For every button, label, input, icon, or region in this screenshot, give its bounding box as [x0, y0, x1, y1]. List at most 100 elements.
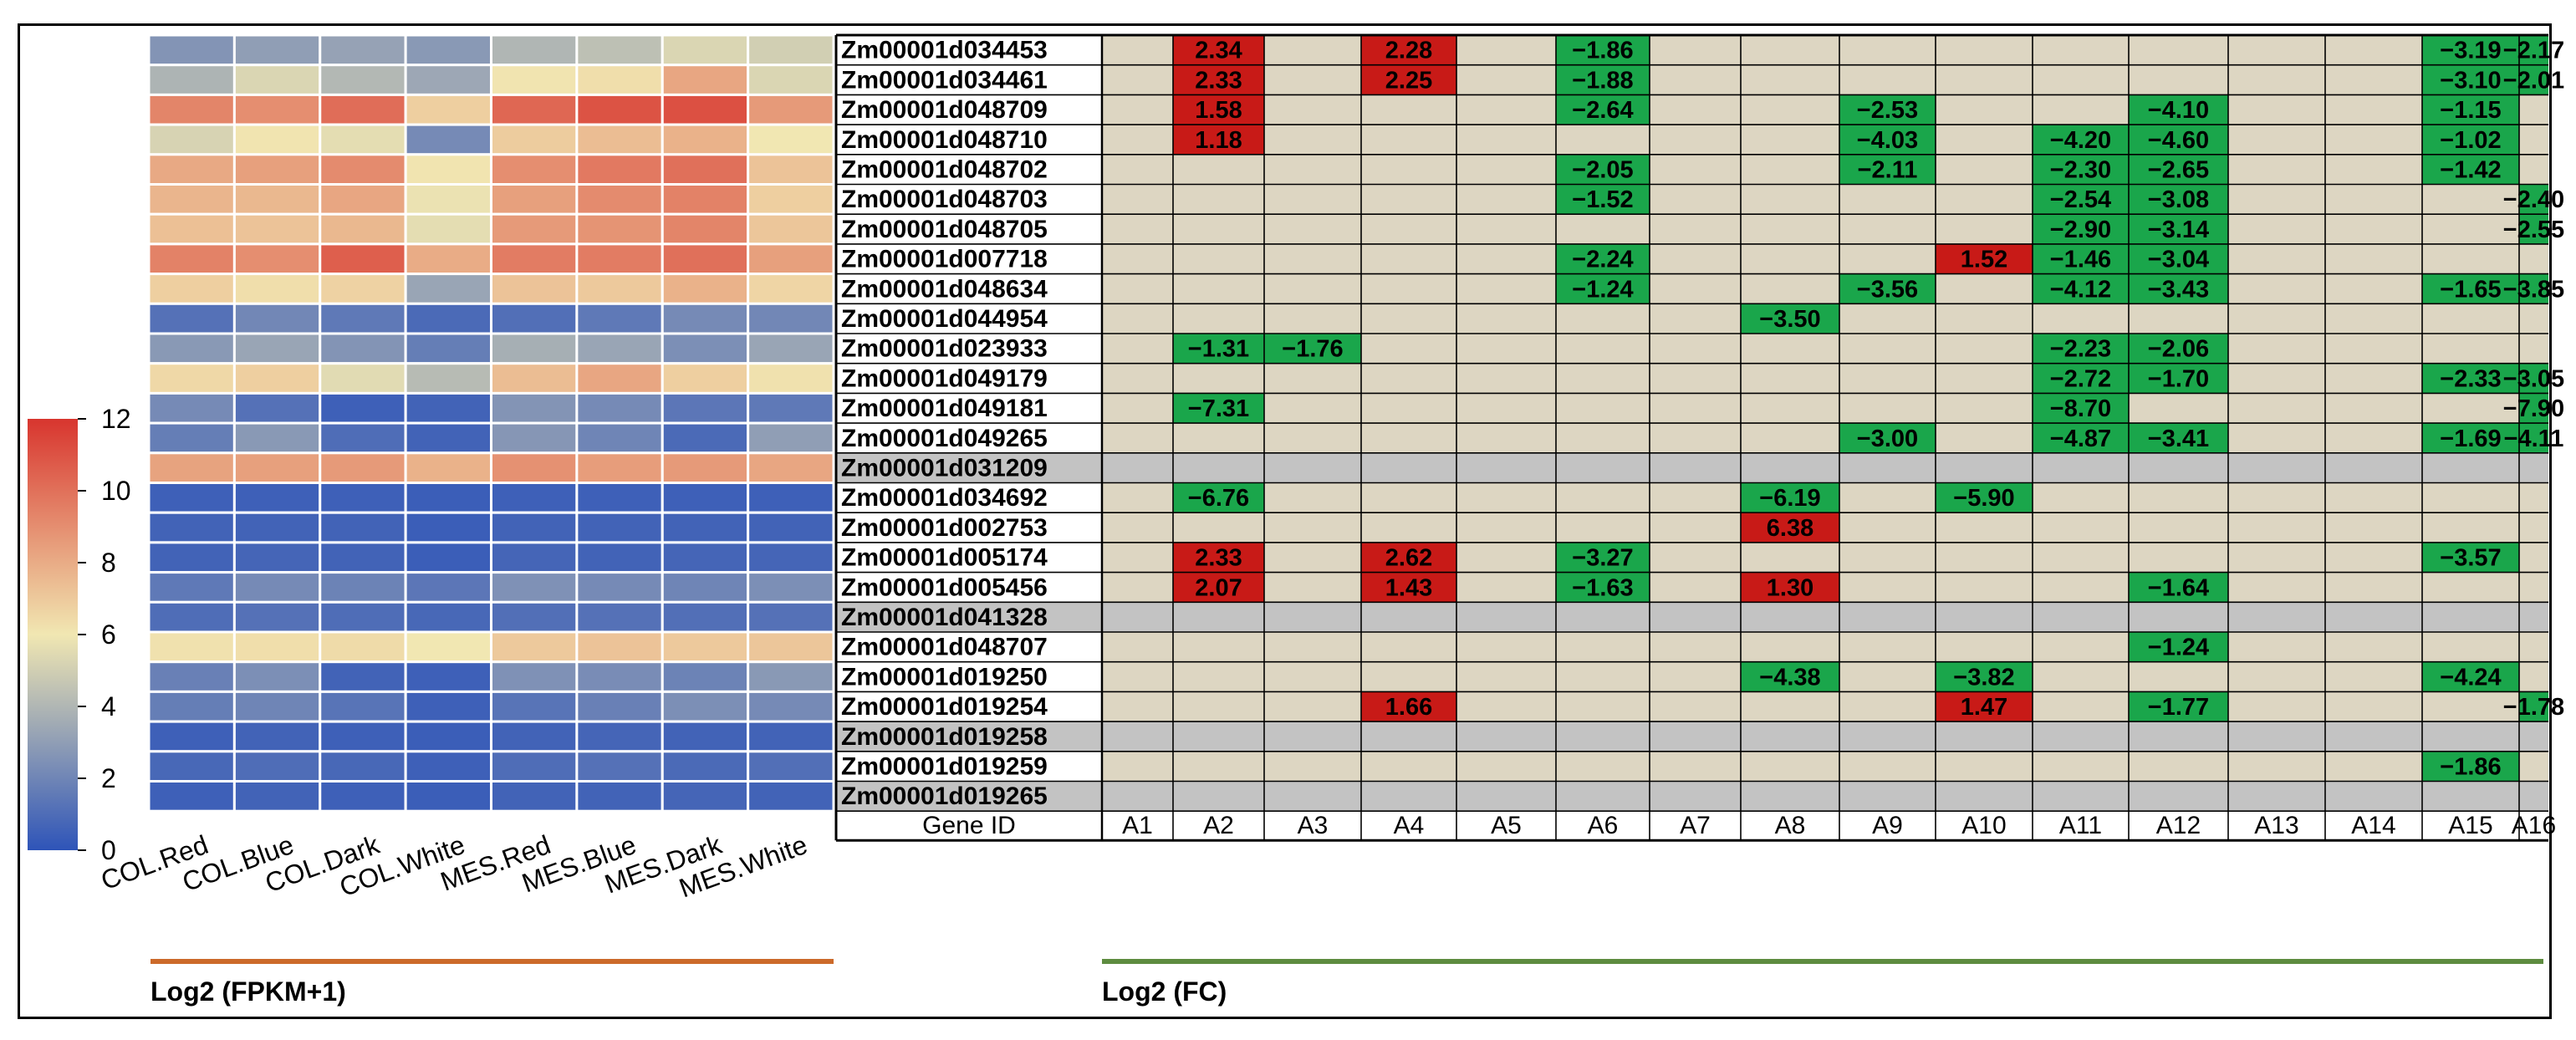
- fc-cell: [1361, 154, 1456, 185]
- fc-cell: [1456, 214, 1556, 244]
- fc-cell: [1839, 154, 1936, 185]
- heatmap-cell: [747, 212, 835, 246]
- fc-cell: [1741, 542, 1839, 573]
- fc-value: 1.52: [1961, 247, 2007, 273]
- fc-value: −3.43: [2148, 276, 2209, 303]
- heatmap-cell: [575, 780, 664, 813]
- fc-cell: [1741, 452, 1839, 483]
- fc-cell: [1741, 512, 1839, 543]
- fc-cell: [1741, 273, 1839, 304]
- heatmap-cell: [575, 64, 664, 96]
- fc-cell: [1102, 214, 1173, 244]
- table-header-row: [836, 811, 2548, 841]
- fc-cell: [2228, 64, 2325, 95]
- fc-cell: [1102, 512, 1173, 543]
- heatmap-cell: [490, 630, 579, 664]
- gene-id: Zm00001d049181: [841, 395, 1048, 422]
- heatmap-cell: [490, 93, 579, 126]
- fc-cell: [2519, 452, 2548, 483]
- fc-cell: [1173, 572, 1264, 603]
- fc-cell: [1102, 125, 1173, 155]
- fc-value: −7.90: [2503, 395, 2564, 422]
- fc-value: −3.50: [1759, 306, 1820, 333]
- heatmap-cell: [747, 64, 835, 96]
- fc-value: −2.01: [2503, 67, 2564, 94]
- fc-cell: [1556, 482, 1650, 513]
- heatmap-cell: [661, 720, 750, 753]
- fc-cell: [1741, 632, 1839, 662]
- heatmap-cell: [319, 362, 407, 395]
- fc-cell: [1556, 363, 1650, 394]
- fc-cell: [2519, 393, 2548, 424]
- fc-cell: [1102, 184, 1173, 215]
- heatmap-cell: [147, 421, 236, 455]
- fc-value: −2.30: [2050, 157, 2111, 184]
- fc-cell: [1650, 452, 1741, 483]
- fc-cell: [2033, 35, 2129, 65]
- fc-cell: [1361, 125, 1456, 155]
- gene-id: Zm00001d019250: [841, 663, 1048, 691]
- heatmap-cell: [147, 391, 236, 425]
- heatmap-cell: [319, 690, 407, 723]
- fc-cell: [1173, 452, 1264, 483]
- heatmap-cell: [575, 541, 664, 574]
- table-title: Log2 (FC): [1102, 976, 1227, 1007]
- heatmap-cell: [147, 451, 236, 484]
- heatmap-cell: [147, 600, 236, 634]
- fc-cell: [1556, 303, 1650, 334]
- fc-cell: [1741, 64, 1839, 95]
- fc-cell: [2325, 334, 2422, 364]
- heatmap-cell: [319, 571, 407, 604]
- fc-value: −2.33: [2440, 365, 2501, 392]
- heatmap-cell: [661, 153, 750, 186]
- heatmap-cell: [232, 33, 322, 67]
- fc-cell: [1556, 214, 1650, 244]
- fc-cell: [1456, 64, 1556, 95]
- fc-value: 2.33: [1195, 545, 1242, 572]
- heatmap-cell: [232, 511, 322, 544]
- fc-cell: [2422, 751, 2519, 782]
- heatmap-cell: [661, 302, 750, 335]
- heatmap-cell: [147, 660, 236, 693]
- fc-cell: [1102, 721, 1173, 752]
- heatmap-cell: [575, 212, 664, 246]
- fc-cell: [1741, 303, 1839, 334]
- heatmap-cell: [490, 720, 579, 753]
- fc-cell: [1173, 661, 1264, 692]
- fc-cell: [2519, 64, 2548, 95]
- fc-cell: [1102, 452, 1173, 483]
- fc-cell: [1936, 512, 2033, 543]
- fc-cell: [1839, 334, 1936, 364]
- gene-id: Zm00001d048634: [841, 275, 1048, 303]
- fc-cell: [2228, 632, 2325, 662]
- fc-value: −1.88: [1572, 67, 1633, 94]
- gene-id: Zm00001d044954: [841, 305, 1048, 333]
- fc-cell: [2325, 243, 2422, 274]
- heatmap-cell: [147, 780, 236, 813]
- gene-id: Zm00001d007718: [841, 246, 1048, 273]
- fc-cell: [2033, 721, 2129, 752]
- fc-cell: [1456, 184, 1556, 215]
- fc-value: −4.03: [1857, 127, 1918, 154]
- gene-cell: [836, 482, 1102, 513]
- fc-cell: [2519, 542, 2548, 573]
- fc-value: −1.76: [1282, 336, 1343, 363]
- fc-cell: [1361, 94, 1456, 125]
- gene-cell: [836, 632, 1102, 662]
- fc-cell: [2129, 691, 2228, 722]
- fc-cell: [1839, 243, 1936, 274]
- fc-cell: [1361, 35, 1456, 65]
- heatmap-cell: [147, 630, 236, 664]
- heatmap-cell: [319, 511, 407, 544]
- fc-cell: [1650, 482, 1741, 513]
- gene-cell: [836, 64, 1102, 95]
- fc-cell: [2422, 632, 2519, 662]
- fc-cell: [1650, 781, 1741, 812]
- fc-cell: [1936, 184, 2033, 215]
- fc-cell: [1650, 512, 1741, 543]
- fc-cell: [1936, 751, 2033, 782]
- fc-cell: [1102, 303, 1173, 334]
- fc-cell: [2129, 751, 2228, 782]
- fc-cell: [2228, 334, 2325, 364]
- fc-cell: [2519, 781, 2548, 812]
